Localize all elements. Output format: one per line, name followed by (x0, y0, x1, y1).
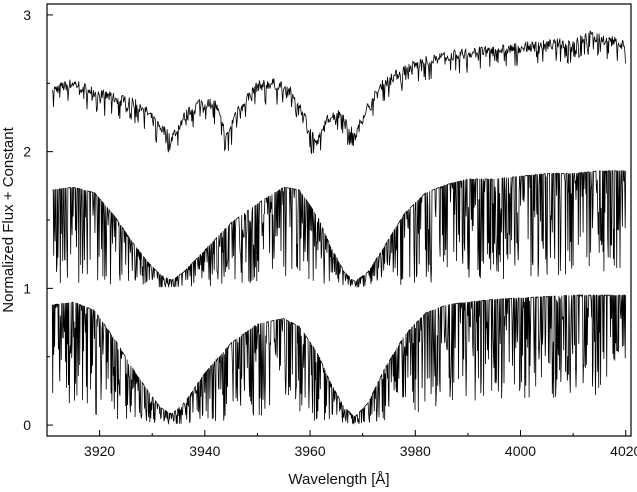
spectrum-series-2 (52, 170, 627, 288)
series-layer (51, 30, 627, 425)
x-tick-label: 3940 (189, 443, 220, 459)
y-tick-label: 3 (23, 7, 31, 23)
y-axis: 0 1 2 3 (23, 7, 53, 433)
spectrum-series-3 (51, 293, 627, 425)
spectrum-series-1 (51, 30, 626, 154)
x-tick-label: 3920 (84, 443, 115, 459)
x-axis-title: Wavelength [Å] (288, 471, 389, 488)
y-tick-label: 2 (23, 144, 31, 160)
x-tick-label: 3980 (400, 443, 431, 459)
x-tick-label: 4000 (505, 443, 536, 459)
y-tick-label: 0 (23, 417, 31, 433)
x-tick-label: 3960 (294, 443, 325, 459)
y-axis-title: Normalized Flux + Constant (0, 126, 17, 312)
y-tick-label: 1 (23, 280, 31, 296)
